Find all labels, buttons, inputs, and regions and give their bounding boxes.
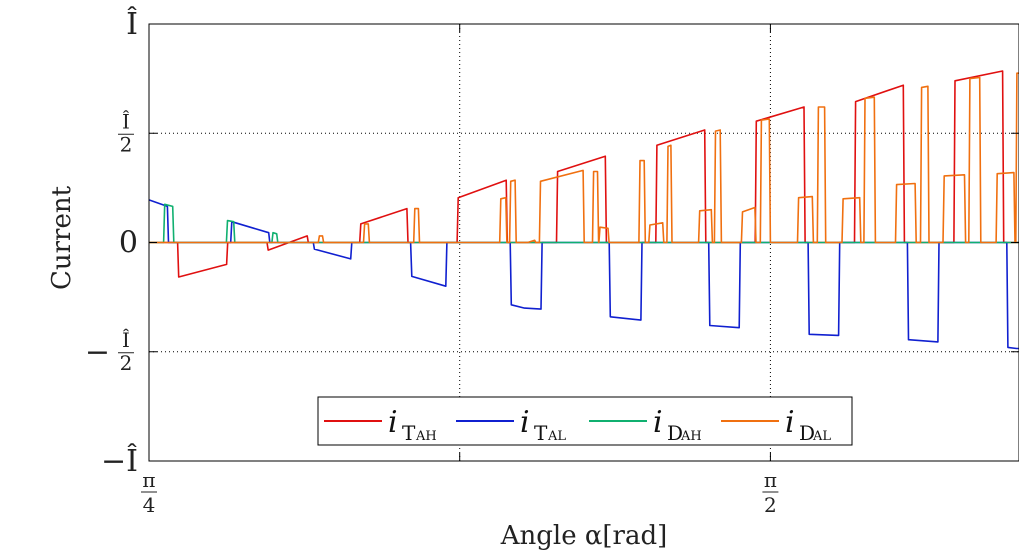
legend-entry: i T AL [456, 405, 566, 445]
legend-label-subsubscript: AH [680, 429, 702, 444]
x-tick-numerator: π [142, 468, 155, 492]
series-line-i_D_AL [149, 72, 1019, 244]
legend-label: i [785, 405, 795, 440]
y-tick-numerator: Î [122, 109, 130, 133]
x-tick-fraction: π2 [762, 468, 779, 517]
y-tick-denominator: 2 [120, 132, 133, 156]
legend-label: i [653, 405, 663, 440]
x-tick-denominator: 4 [143, 493, 156, 517]
x-axis-label: Angle α[rad] [500, 521, 668, 551]
legend-entry: i DAH [589, 405, 702, 445]
legend-label: i [388, 405, 398, 440]
y-axis-label: Current [47, 185, 77, 290]
legend-label-subsubscript: AL [812, 429, 831, 444]
y-tick-denominator: 2 [120, 351, 133, 375]
x-tick-numerator: π [764, 468, 777, 492]
y-tick-numerator: Î [122, 328, 130, 352]
x-tick-denominator: 2 [764, 493, 777, 517]
series-lines [148, 70, 1019, 350]
legend-label-subsubscript: AH [415, 429, 437, 444]
legend-label-subsubscript: AL [547, 429, 566, 444]
y-tick-fraction: Î2 [118, 109, 134, 156]
legend-label-subscript: T [402, 421, 416, 445]
series-line-i_D_AH [149, 203, 1019, 244]
legend-entry: i T AH [324, 405, 437, 445]
x-tick-fraction: π4 [141, 468, 157, 517]
legend: i T AH i T AL i DAH i DAL [317, 396, 853, 446]
y-tick-fraction: − Î2 [85, 328, 134, 375]
y-tick-label: Î [126, 6, 138, 42]
legend-label-subscript: T [534, 421, 548, 445]
legend-label-subscript: D [799, 421, 815, 445]
legend-entry: i DAL [721, 405, 831, 445]
y-tick-sign: − [85, 335, 110, 370]
y-tick-label: 0 [119, 226, 138, 261]
legend-label: i [520, 405, 530, 440]
series-line-i_T_AH [149, 70, 1019, 278]
y-tick-label: −Î [101, 443, 138, 479]
legend-label-subscript: D [667, 421, 683, 445]
